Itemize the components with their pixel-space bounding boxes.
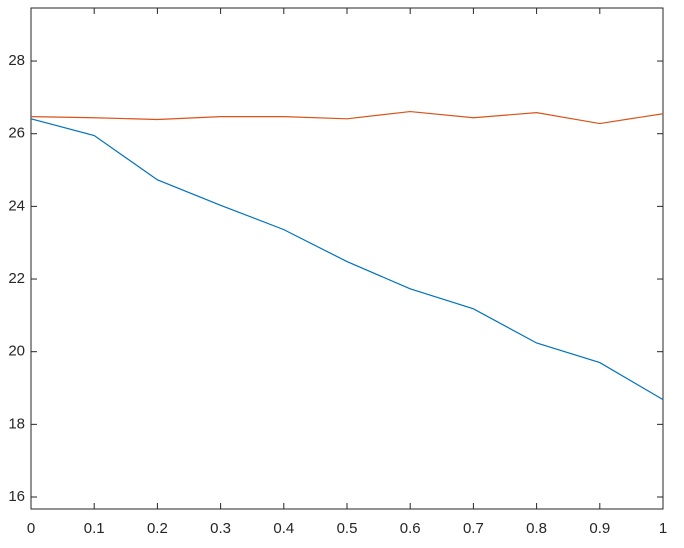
y-tick-label: 18: [8, 415, 25, 432]
x-tick-label: 0.3: [210, 520, 231, 537]
y-tick-label: 24: [8, 197, 25, 214]
y-tick-label: 16: [8, 488, 25, 505]
series-line: [30, 110, 664, 125]
series-line: [30, 118, 664, 401]
y-tick-label: 26: [8, 125, 25, 142]
plot-area: [30, 7, 664, 510]
x-tick-label: 0.2: [147, 520, 168, 537]
x-tick-label: 0.7: [463, 520, 484, 537]
x-tick-label: 1: [659, 520, 667, 537]
x-tick-label: 0.4: [273, 520, 294, 537]
x-tick-label: 0.8: [526, 520, 547, 537]
x-tick-label: 0.6: [400, 520, 421, 537]
y-tick-label: 20: [8, 343, 25, 360]
x-tick-label: 0.5: [337, 520, 358, 537]
y-tick-label: 28: [8, 52, 25, 69]
x-tick-label: 0.9: [589, 520, 610, 537]
x-tick-label: 0.1: [84, 520, 105, 537]
y-tick-label: 22: [8, 270, 25, 287]
x-tick-label: 0: [27, 520, 35, 537]
